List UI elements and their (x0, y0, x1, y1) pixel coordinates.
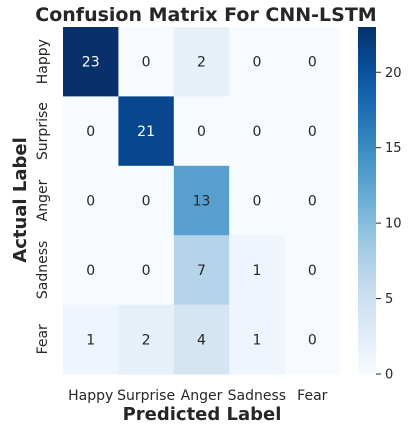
cell-value-label: 0 (308, 55, 317, 71)
cell-value-label: 1 (86, 332, 95, 348)
cell-value-label: 1 (252, 263, 261, 279)
y-tick-label: Happy (35, 39, 51, 84)
cell-value-label: 0 (142, 263, 151, 279)
y-tick-label: Surprise (35, 102, 51, 160)
heatmap-cell (229, 235, 286, 306)
heatmap-cell (63, 27, 119, 97)
y-tick-label: Sadness (35, 241, 51, 299)
cell-value-label: 1 (252, 332, 261, 348)
heatmap-cell (284, 304, 341, 375)
heatmap-cell (63, 96, 119, 167)
heatmap-cell (173, 96, 230, 167)
cell-value-label: 0 (86, 124, 95, 140)
x-tick-label: Fear (297, 388, 327, 404)
y-tick-label: Fear (35, 324, 51, 354)
cell-value-label: 0 (142, 55, 151, 71)
heatmap-cell (63, 235, 119, 306)
cell-value-label: 4 (197, 332, 206, 348)
heatmap-cell (229, 165, 286, 236)
colorbar (358, 27, 376, 374)
cell-value-label: 13 (193, 194, 211, 210)
heatmap-cell (173, 27, 230, 97)
cell-value-label: 2 (142, 332, 151, 348)
heatmap-cell (284, 96, 341, 167)
heatmap-cells (63, 27, 341, 375)
colorbar-tick-label: 20 (385, 66, 402, 81)
cell-value-label: 0 (252, 124, 261, 140)
x-axis-label: Predicted Label (123, 404, 282, 425)
colorbar-tick-label: 10 (385, 217, 402, 232)
cell-value-label: 23 (82, 55, 100, 71)
x-tick-label: Anger (181, 388, 223, 404)
heatmap-cell (229, 27, 286, 97)
cell-value-label: 0 (197, 124, 206, 140)
cell-value-label: 0 (308, 194, 317, 210)
heatmap-cell (63, 304, 119, 375)
colorbar-tick-label: 5 (385, 292, 393, 307)
colorbar-ticks: 0 5 10 15 20 (376, 66, 402, 383)
heatmap-cell (118, 165, 175, 236)
heatmap-cell (63, 165, 119, 236)
cell-value-label: 0 (252, 194, 261, 210)
cell-value-label: 21 (137, 124, 155, 140)
x-tick-label: Sadness (228, 388, 286, 404)
heatmap-cell (284, 27, 341, 97)
cell-value-label: 2 (197, 55, 206, 71)
cell-value-label: 0 (308, 332, 317, 348)
x-tick-label: Surprise (117, 388, 175, 404)
heatmap-cell (118, 235, 175, 306)
heatmap-cell-labels: 23 0 2 0 0 0 21 0 0 0 0 0 13 0 0 0 0 7 1 0 1 2 4 1 0 (82, 55, 317, 349)
cell-value-label: 0 (86, 263, 95, 279)
heatmap-cell (229, 304, 286, 375)
heatmap-cell (118, 304, 175, 375)
heatmap-cell (173, 304, 230, 375)
cell-value-label: 0 (308, 124, 317, 140)
heatmap-cell (118, 27, 175, 97)
colorbar-tick-label: 0 (385, 368, 393, 383)
y-axis-label: Actual Label (10, 137, 31, 262)
heatmap-cell (173, 235, 230, 306)
heatmap-cell (229, 96, 286, 167)
cell-value-label: 7 (197, 263, 206, 279)
heatmap-cell (118, 96, 175, 167)
y-tick-label: Anger (35, 179, 51, 221)
chart-title: Confusion Matrix For CNN-LSTM (35, 4, 376, 26)
y-tick-labels: Happy Surprise Anger Sadness Fear (35, 39, 51, 354)
cell-value-label: 0 (86, 194, 95, 210)
x-tick-labels: Happy Surprise Anger Sadness Fear (68, 388, 328, 404)
cell-value-label: 0 (252, 55, 261, 71)
heatmap-cell (173, 165, 230, 236)
cell-value-label: 0 (308, 263, 317, 279)
colorbar-tick-label: 15 (385, 141, 402, 156)
cell-value-label: 0 (142, 194, 151, 210)
heatmap-cell (284, 235, 341, 306)
x-tick-label: Happy (68, 388, 113, 404)
heatmap-cell (284, 165, 341, 236)
